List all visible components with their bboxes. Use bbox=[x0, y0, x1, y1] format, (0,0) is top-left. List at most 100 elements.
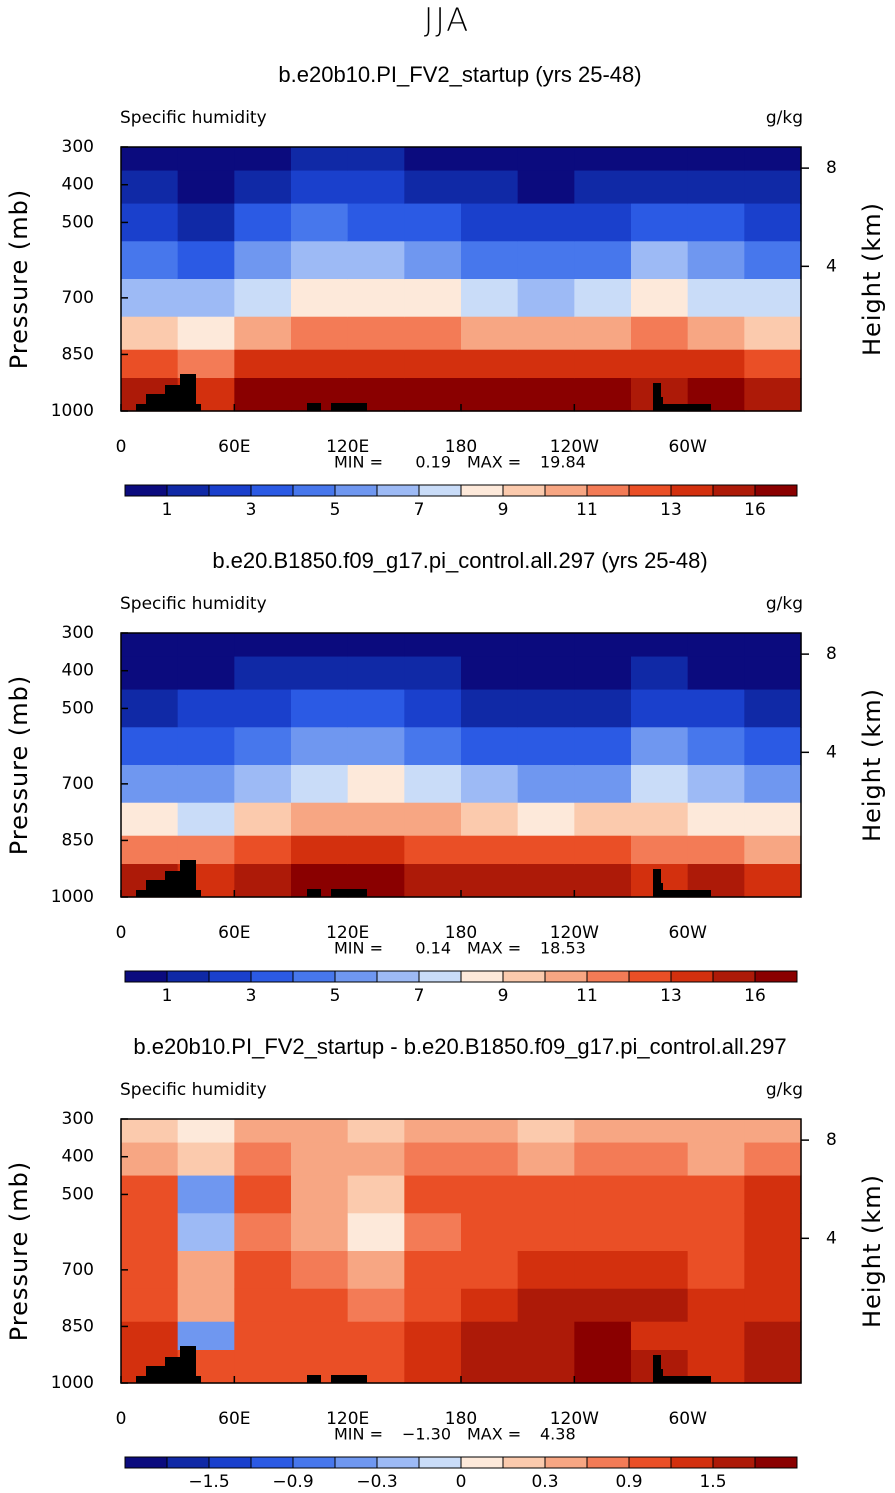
field-cell bbox=[121, 1175, 179, 1214]
field-cell bbox=[461, 656, 519, 691]
field-cell bbox=[291, 1119, 349, 1144]
field-cell bbox=[121, 802, 179, 837]
field-cell bbox=[121, 1251, 179, 1290]
field-cell bbox=[631, 279, 689, 318]
field-cell bbox=[347, 241, 405, 280]
field-cell bbox=[404, 170, 462, 205]
colorbar-box bbox=[628, 970, 672, 983]
field-cell bbox=[461, 835, 519, 865]
y-tick-label: 400 bbox=[62, 175, 94, 195]
x-tick-label: 60W bbox=[668, 1409, 707, 1429]
y-tick-label: 300 bbox=[62, 623, 94, 643]
field-cell bbox=[121, 170, 179, 205]
field-cell bbox=[631, 727, 689, 766]
field-cell bbox=[517, 241, 575, 280]
colorbar-box bbox=[376, 970, 420, 983]
colorbar-label: 3 bbox=[246, 500, 257, 520]
field-cell bbox=[461, 864, 519, 898]
field-cell bbox=[517, 349, 575, 379]
colorbar-box bbox=[712, 484, 756, 497]
field-cell bbox=[234, 349, 292, 379]
x-tick-label: 60W bbox=[668, 437, 707, 457]
field-cell bbox=[687, 835, 745, 865]
field-cell bbox=[687, 316, 745, 351]
field-cell bbox=[404, 1119, 462, 1144]
field-cell bbox=[631, 835, 689, 865]
colorbar-label: −0.3 bbox=[356, 1472, 397, 1492]
field-cell bbox=[517, 802, 575, 837]
field-cell bbox=[574, 656, 632, 691]
field-cell bbox=[177, 241, 235, 280]
min-label: MIN = bbox=[334, 939, 383, 958]
field-cell bbox=[631, 316, 689, 351]
field-cell bbox=[121, 727, 179, 766]
field-cell bbox=[404, 1175, 462, 1214]
field-cell bbox=[291, 656, 349, 691]
field-cell bbox=[744, 203, 802, 242]
field-cell bbox=[461, 727, 519, 766]
field-cell bbox=[631, 147, 689, 172]
colorbar-label: 3 bbox=[246, 986, 257, 1006]
y2-axis-title: Height (km) bbox=[858, 688, 886, 842]
y-tick-label: 700 bbox=[62, 1260, 94, 1280]
field-cell bbox=[121, 1119, 179, 1144]
colorbar-box bbox=[628, 484, 672, 497]
field-cell bbox=[177, 279, 235, 318]
field-cell bbox=[517, 1213, 575, 1252]
field-cell bbox=[347, 727, 405, 766]
field-cell bbox=[744, 1251, 802, 1290]
field-cell bbox=[291, 1251, 349, 1290]
field-cell bbox=[461, 1119, 519, 1144]
field-cell bbox=[347, 1321, 405, 1351]
colorbar-box bbox=[670, 1456, 714, 1469]
field-cell bbox=[347, 279, 405, 318]
x-tick-label: 180 bbox=[445, 923, 477, 943]
colorbar-label: 0.9 bbox=[615, 1472, 642, 1492]
field-cell bbox=[687, 203, 745, 242]
field-cell bbox=[347, 689, 405, 728]
colorbar-box bbox=[292, 484, 336, 497]
x-tick-label: 180 bbox=[445, 437, 477, 457]
field-cell bbox=[687, 1213, 745, 1252]
field-cell bbox=[631, 1213, 689, 1252]
field-cell bbox=[121, 147, 179, 172]
field-cell bbox=[234, 633, 292, 658]
colorbar-label: 16 bbox=[744, 986, 766, 1006]
field-cell bbox=[744, 1321, 802, 1351]
field-cell bbox=[744, 147, 802, 172]
y-tick-label: 400 bbox=[62, 1147, 94, 1167]
colorbar-box bbox=[586, 970, 630, 983]
field-cell bbox=[404, 689, 462, 728]
field-cell bbox=[744, 864, 802, 898]
field-cell bbox=[404, 765, 462, 804]
min-label: MIN = bbox=[334, 453, 383, 472]
field-cell bbox=[461, 1142, 519, 1177]
field-cell bbox=[404, 349, 462, 379]
field-cell bbox=[517, 1119, 575, 1144]
field-cell bbox=[517, 633, 575, 658]
colorbar-label: 11 bbox=[576, 986, 598, 1006]
field-cell bbox=[687, 349, 745, 379]
field-cell bbox=[121, 1142, 179, 1177]
field-cell bbox=[177, 656, 235, 691]
field-cell bbox=[234, 1119, 292, 1144]
field-cell bbox=[574, 316, 632, 351]
colorbar-label: −0.9 bbox=[272, 1472, 313, 1492]
field-cell bbox=[291, 1321, 349, 1351]
colorbar-box bbox=[460, 484, 504, 497]
field-cell bbox=[631, 1251, 689, 1290]
field-cell bbox=[121, 241, 179, 280]
field-cell bbox=[461, 633, 519, 658]
field-cell bbox=[234, 241, 292, 280]
field-cell bbox=[574, 279, 632, 318]
colorbar-box bbox=[418, 1456, 462, 1469]
field-cell bbox=[291, 765, 349, 804]
field-cell bbox=[234, 689, 292, 728]
field-cell bbox=[461, 802, 519, 837]
field-cell bbox=[687, 279, 745, 318]
field-cell bbox=[347, 835, 405, 865]
colorbar-label: −1.5 bbox=[188, 1472, 229, 1492]
field-cell bbox=[461, 1350, 519, 1384]
y2-tick-label: 4 bbox=[826, 256, 837, 276]
field-cell bbox=[347, 203, 405, 242]
